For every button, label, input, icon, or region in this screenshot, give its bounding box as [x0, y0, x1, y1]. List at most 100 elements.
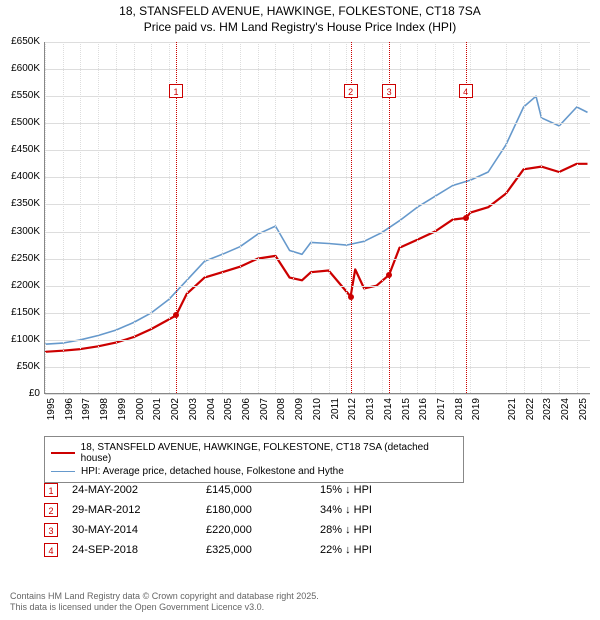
- title-line-2: Price paid vs. HM Land Registry's House …: [0, 20, 600, 36]
- x-tick-label: 2003: [188, 398, 199, 428]
- x-tick-label: 2014: [383, 398, 394, 428]
- sale-marker-box: 4: [459, 84, 473, 98]
- sales-row-date: 30-MAY-2014: [72, 524, 192, 536]
- x-tick-label: 2016: [418, 398, 429, 428]
- x-tick-label: 2017: [436, 398, 447, 428]
- sales-row: 3 30-MAY-2014 £220,000 28% ↓ HPI: [44, 520, 564, 540]
- x-tick-label: 2013: [365, 398, 376, 428]
- sales-row-date: 29-MAR-2012: [72, 504, 192, 516]
- grid-line-v: [293, 42, 294, 393]
- sale-point-dot: [348, 294, 354, 300]
- sales-row-marker: 2: [44, 503, 58, 517]
- grid-line-h: [45, 177, 590, 178]
- sales-row-price: £220,000: [206, 524, 306, 536]
- grid-line-h: [45, 96, 590, 97]
- plot-area: 1 2 3 4: [44, 42, 590, 394]
- sales-row-pct: 15% ↓ HPI: [320, 484, 420, 496]
- footnote-line-1: Contains HM Land Registry data © Crown c…: [10, 591, 319, 603]
- grid-line-v: [400, 42, 401, 393]
- sales-row-price: £325,000: [206, 544, 306, 556]
- grid-line-h: [45, 394, 590, 395]
- sales-row: 424-SEP-2018£325,00022% ↓ HPI: [44, 540, 564, 560]
- y-tick-label: £450K: [0, 144, 40, 155]
- x-tick-label: 1996: [64, 398, 75, 428]
- grid-line-h: [45, 69, 590, 70]
- legend-label: 18, STANSFELD AVENUE, HAWKINGE, FOLKESTO…: [81, 442, 457, 464]
- grid-line-v: [63, 42, 64, 393]
- grid-line-v: [329, 42, 330, 393]
- legend-box: 18, STANSFELD AVENUE, HAWKINGE, FOLKESTO…: [44, 436, 464, 483]
- sale-marker-box: 2: [344, 84, 358, 98]
- sales-row-date: 24-SEP-2018: [72, 544, 192, 556]
- chart-area: £0£50K£100K£150K£200K£250K£300K£350K£400…: [0, 42, 600, 430]
- grid-line-h: [45, 286, 590, 287]
- grid-line-v: [364, 42, 365, 393]
- legend-swatch: [51, 452, 75, 454]
- x-tick-label: 2015: [401, 398, 412, 428]
- grid-line-v: [205, 42, 206, 393]
- sales-row: 124-MAY-2002£145,00015% ↓ HPI: [44, 480, 564, 500]
- x-tick-label: 2024: [560, 398, 571, 428]
- grid-line-h: [45, 204, 590, 205]
- x-tick-label: 2001: [152, 398, 163, 428]
- x-tick-label: 2011: [330, 398, 341, 428]
- x-tick-label: 2008: [276, 398, 287, 428]
- y-tick-label: £350K: [0, 198, 40, 209]
- sales-row-price: £145,000: [206, 484, 306, 496]
- y-tick-label: £400K: [0, 171, 40, 182]
- footnote: Contains HM Land Registry data © Crown c…: [10, 591, 319, 614]
- grid-line-v: [222, 42, 223, 393]
- x-tick-label: 2023: [542, 398, 553, 428]
- line-series-svg: [45, 42, 591, 394]
- grid-line-v: [559, 42, 560, 393]
- grid-line-v: [311, 42, 312, 393]
- sales-row-pct: 22% ↓ HPI: [320, 544, 420, 556]
- sales-row-pct: 28% ↓ HPI: [320, 524, 420, 536]
- grid-line-v: [116, 42, 117, 393]
- footnote-line-2: This data is licensed under the Open Gov…: [10, 602, 319, 614]
- grid-line-h: [45, 150, 590, 151]
- sale-point-dot: [173, 312, 179, 318]
- legend-swatch: [51, 471, 75, 472]
- sales-row-marker: 1: [44, 483, 58, 497]
- sales-row-marker: 3: [44, 523, 58, 537]
- x-tick-label: 2018: [454, 398, 465, 428]
- x-tick-label: 2000: [135, 398, 146, 428]
- sale-marker-box: 3: [382, 84, 396, 98]
- y-tick-label: £550K: [0, 90, 40, 101]
- x-tick-label: 2005: [223, 398, 234, 428]
- grid-line-v: [453, 42, 454, 393]
- grid-line-v: [98, 42, 99, 393]
- grid-line-v: [187, 42, 188, 393]
- grid-line-v: [577, 42, 578, 393]
- legend-label: HPI: Average price, detached house, Folk…: [81, 466, 344, 477]
- grid-line-v: [417, 42, 418, 393]
- grid-line-v: [45, 42, 46, 393]
- x-tick-label: 2010: [312, 398, 323, 428]
- y-tick-label: £500K: [0, 117, 40, 128]
- sales-row-price: £180,000: [206, 504, 306, 516]
- x-tick-label: 2025: [578, 398, 589, 428]
- grid-line-v: [506, 42, 507, 393]
- grid-line-v: [524, 42, 525, 393]
- x-tick-label: 2004: [206, 398, 217, 428]
- grid-line-v: [151, 42, 152, 393]
- y-tick-label: £150K: [0, 307, 40, 318]
- sales-row: 2 29-MAR-2012 £180,000 34% ↓ HPI: [44, 500, 564, 520]
- grid-line-v: [258, 42, 259, 393]
- x-tick-label: 1999: [117, 398, 128, 428]
- x-tick-label: 2012: [347, 398, 358, 428]
- grid-line-v: [275, 42, 276, 393]
- y-tick-label: £600K: [0, 63, 40, 74]
- sale-marker-box: 1: [169, 84, 183, 98]
- grid-line-v: [541, 42, 542, 393]
- grid-line-h: [45, 367, 590, 368]
- y-tick-label: £200K: [0, 280, 40, 291]
- x-tick-label: 1998: [99, 398, 110, 428]
- x-tick-label: 2002: [170, 398, 181, 428]
- y-tick-label: £100K: [0, 334, 40, 345]
- grid-line-v: [134, 42, 135, 393]
- sales-table: 124-MAY-2002£145,00015% ↓ HPI229-MAR-201…: [44, 480, 564, 560]
- title-line-1: 18, STANSFELD AVENUE, HAWKINGE, FOLKESTO…: [0, 4, 600, 20]
- sales-row-pct: 34% ↓ HPI: [320, 504, 420, 516]
